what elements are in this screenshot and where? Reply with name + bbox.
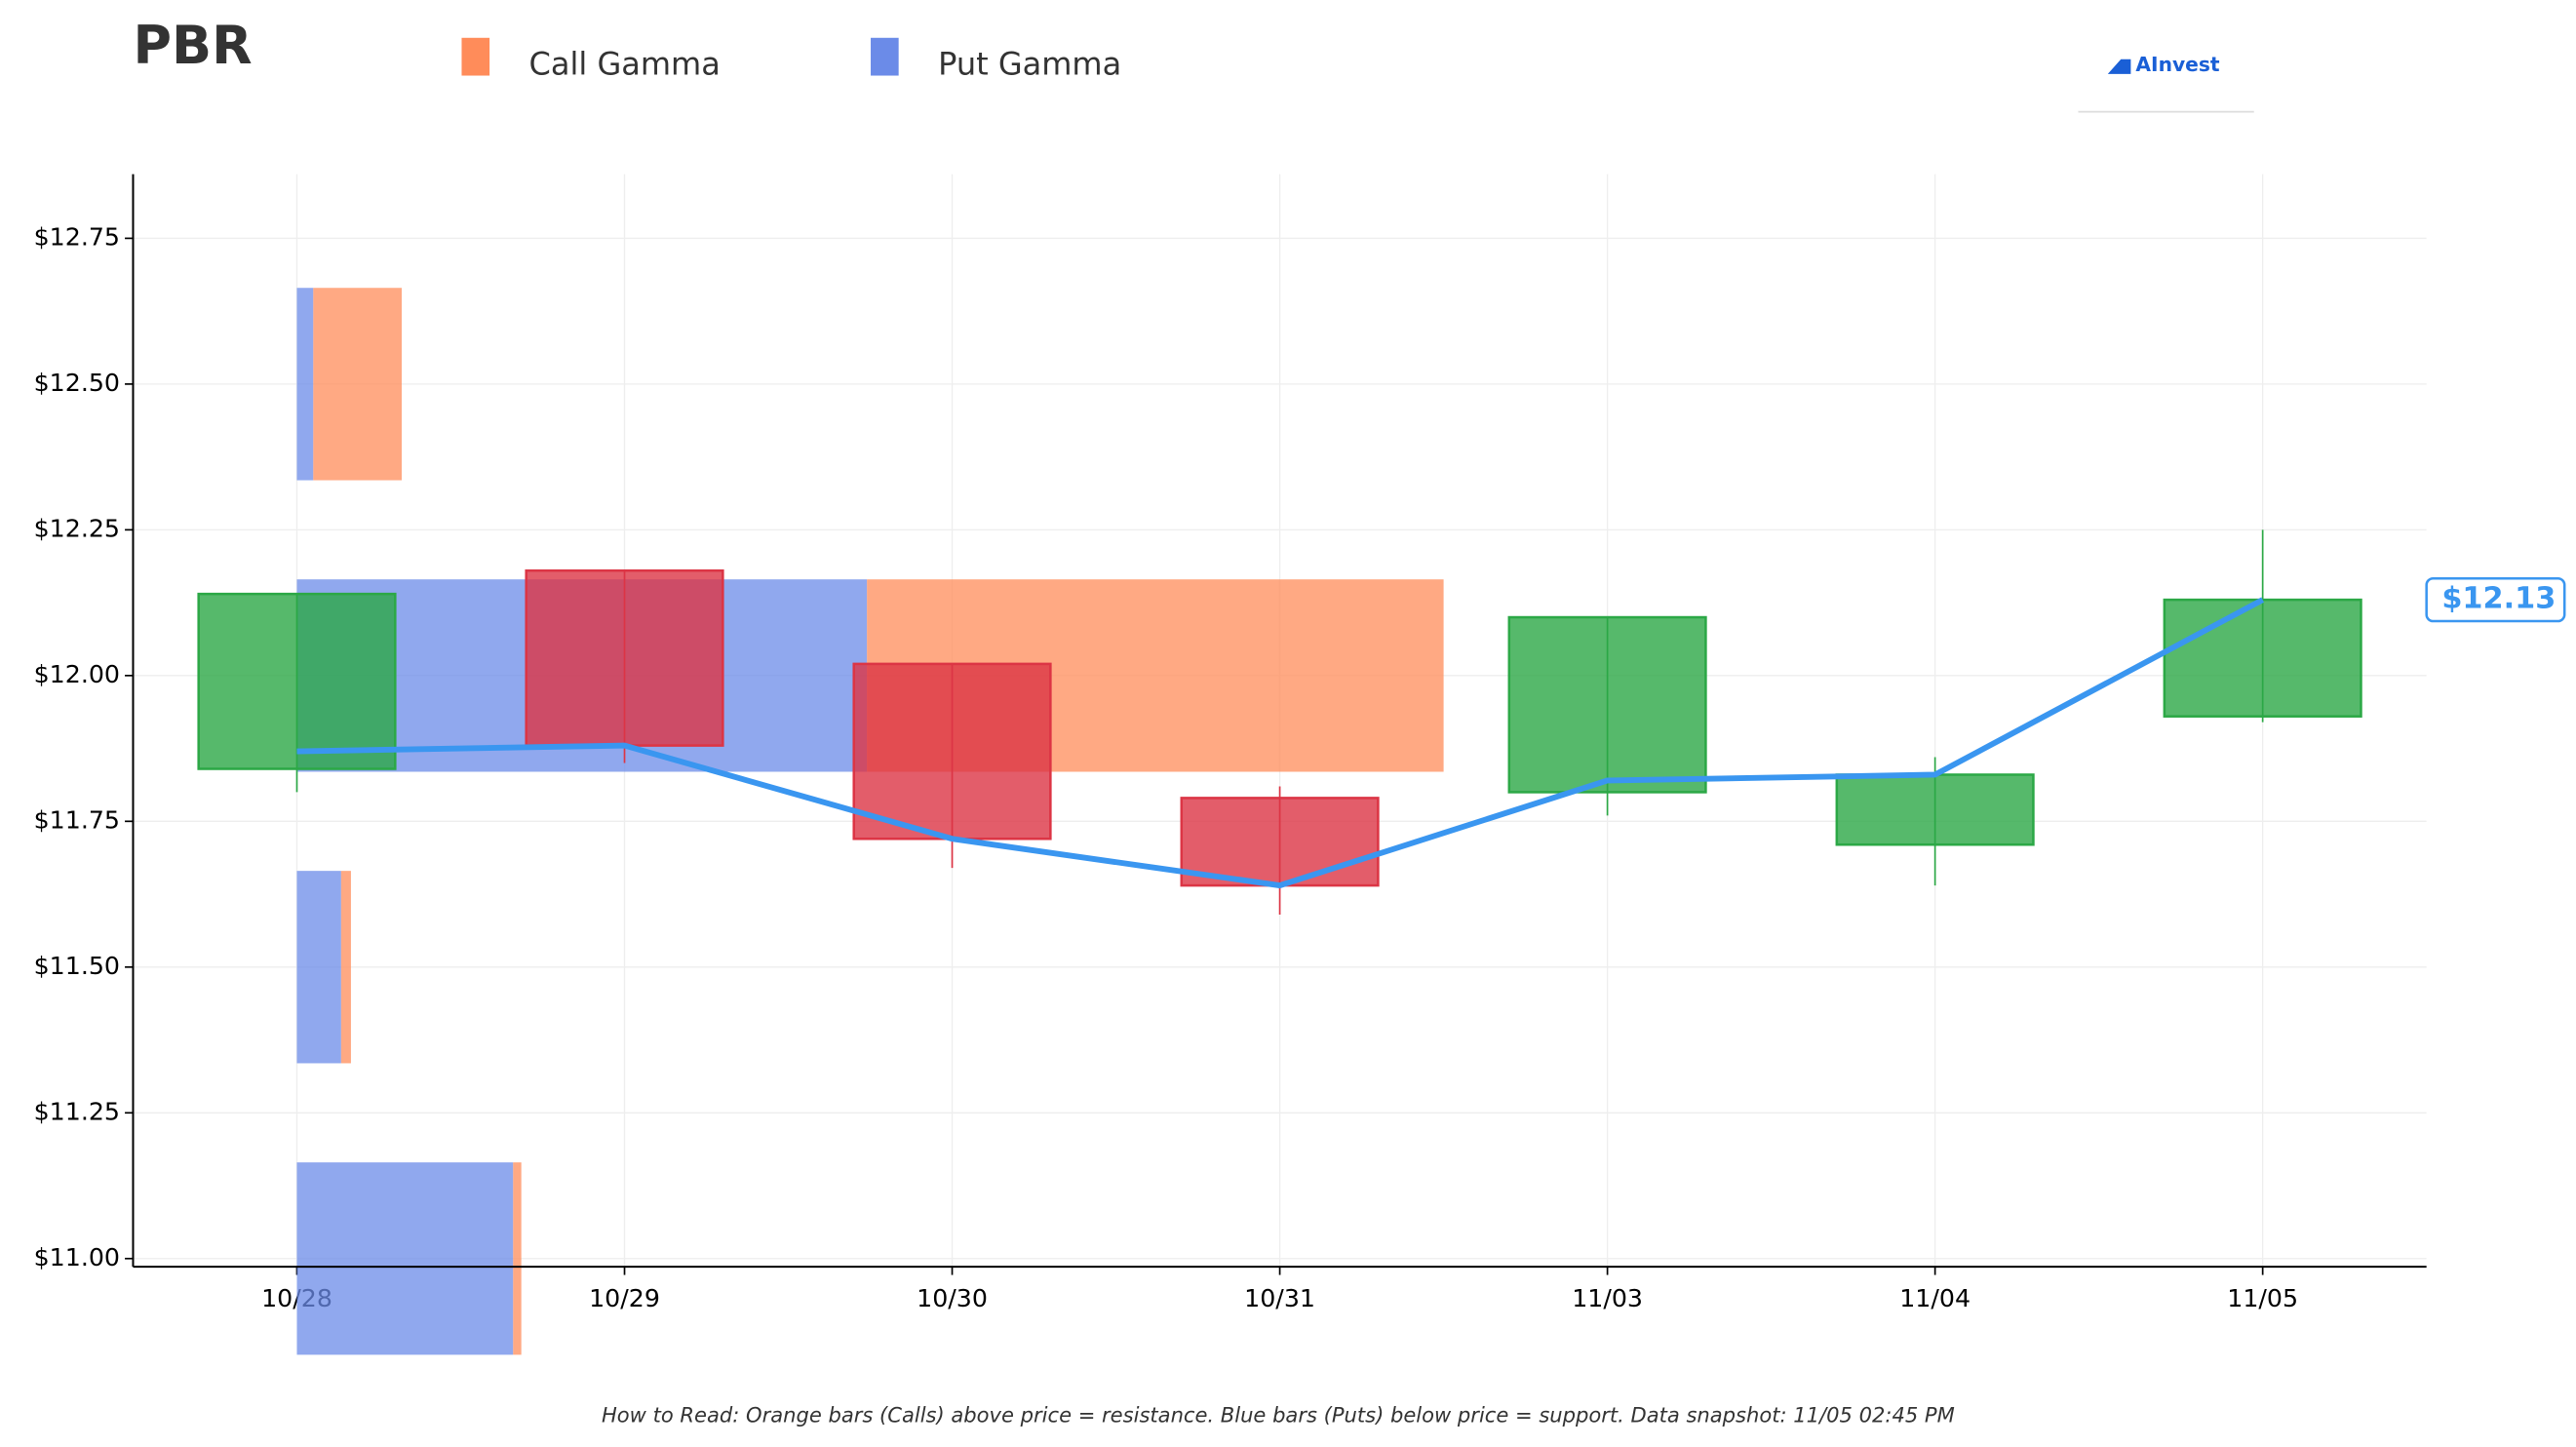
logo-icon [2107,59,2131,74]
candle-body [1835,773,2035,846]
legend-swatch [871,37,899,76]
gamma-bar [513,1162,522,1355]
y-tick-label: $11.50 [34,952,120,980]
y-tick-label: $12.25 [34,514,120,542]
gamma-bar [340,871,351,1064]
x-tick-label: 10/29 [589,1284,660,1312]
legend-label: Call Gamma [529,45,721,82]
price-line [296,597,2265,889]
legend-swatch [461,37,490,76]
gamma-bar [296,1162,514,1355]
gamma-bar [313,288,403,481]
legend-label: Put Gamma [938,45,1121,82]
last-price-box [2425,576,2566,623]
footnote: How to Read: Orange bars (Calls) above p… [602,1402,1955,1427]
candle-body [2163,598,2362,718]
y-tick-label: $12.50 [34,369,120,397]
x-tick-label: 11/05 [2227,1284,2298,1312]
x-tick-label: 10/30 [917,1284,988,1312]
gamma-bar [296,871,341,1064]
chart-title: PBR [133,15,252,76]
last-price-label: $12.13 [2441,582,2556,616]
x-tick-label: 11/03 [1572,1284,1643,1312]
candle-body [197,592,397,770]
y-tick-label: $12.00 [34,660,120,688]
y-tick-label: $11.00 [34,1243,120,1271]
x-tick-label: 10/31 [1244,1284,1315,1312]
y-tick-label: $11.25 [34,1097,120,1125]
candle-body [1180,797,1380,887]
logo-text: AInvest [2135,53,2219,76]
y-tick-label: $11.75 [34,805,120,834]
logo: AInvest [2078,53,2254,113]
candle-body [852,662,1052,841]
y-tick-label: $12.75 [34,222,120,251]
candle-body [525,568,724,747]
gamma-bar [296,288,314,481]
x-tick-label: 11/04 [1899,1284,1971,1312]
candle-body [1507,615,1707,794]
